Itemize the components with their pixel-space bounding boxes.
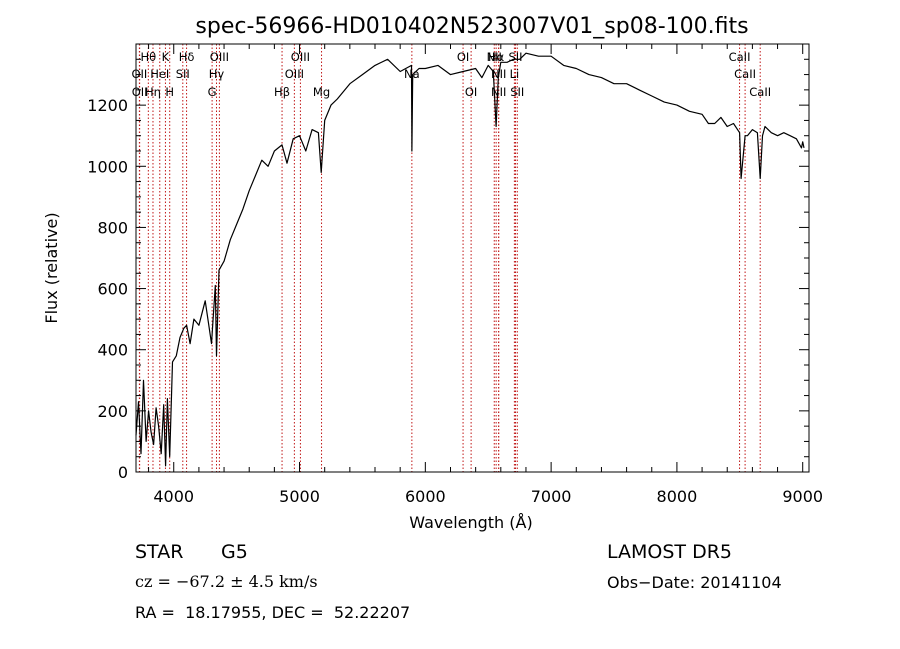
spectral-line-label: OIII — [210, 50, 229, 64]
x-tick-label: 5000 — [279, 487, 320, 506]
spectral-line-label: Mg — [313, 85, 330, 99]
spectral-line-label: Hα — [488, 50, 505, 64]
spectral-line-label: CaII — [734, 67, 756, 81]
sky-coordinates: RA = 18.17955, DEC = 52.22207 — [135, 603, 411, 622]
object-class: STAR — [135, 541, 184, 563]
spectral-line-label: Hβ — [274, 85, 290, 99]
spectral-line-label: OIII — [285, 67, 304, 81]
x-tick-label: 4000 — [153, 487, 194, 506]
x-tick-label: 6000 — [405, 487, 446, 506]
spectral-line-label: SII — [176, 67, 190, 81]
x-tick-label: 7000 — [531, 487, 572, 506]
survey-name: LAMOST DR5 — [607, 541, 732, 563]
spectral-line-label: NII — [491, 85, 506, 99]
spectral-line-label: NII — [487, 50, 502, 64]
spectral-line-label: OI — [465, 85, 477, 99]
series-layer — [135, 52, 805, 467]
spectrum-series-line — [135, 52, 805, 467]
spectral-line-label: Hθ — [140, 50, 156, 64]
spectral-line-label: OI — [457, 50, 469, 64]
x-axis-label: Wavelength (Å) — [409, 513, 532, 532]
spectral-line-label: CaII — [749, 85, 771, 99]
observation-date: Obs−Date: 20141104 — [607, 573, 782, 592]
y-tick-label: 400 — [97, 341, 128, 360]
spectral-line-label: Hγ — [209, 67, 225, 81]
spectral-line-label: OIII — [291, 50, 310, 64]
y-tick-label: 200 — [97, 402, 128, 421]
y-tick-label: 1200 — [87, 96, 128, 115]
spectral-line-markers — [138, 44, 761, 472]
plot-frame — [135, 43, 810, 473]
spectral-line-label: K — [162, 50, 170, 64]
spectral-line-label: CaII — [729, 50, 751, 64]
spectral-line-label: Li — [510, 67, 520, 81]
y-axis-label: Flux (relative) — [42, 212, 61, 323]
redshift-velocity: cz = −67.2 ± 4.5 km/s — [135, 572, 318, 591]
spectral-line-label: G — [208, 85, 217, 99]
y-tick-label: 800 — [97, 218, 128, 237]
spectral-line-label: OII — [131, 67, 147, 81]
y-tick-label: 600 — [97, 280, 128, 299]
spectral-line-label: Hδ — [179, 50, 195, 64]
object-subclass: G5 — [221, 541, 248, 563]
spectral-line-label: Hη — [145, 85, 161, 99]
spectral-line-label: SII — [508, 50, 522, 64]
y-tick-label: 1000 — [87, 157, 128, 176]
x-tick-label: 8000 — [657, 487, 698, 506]
y-tick-label: 0 — [118, 463, 128, 482]
spectral-line-label: HeI — [150, 67, 169, 81]
spectral-line-label: SII — [510, 85, 524, 99]
chart-title: spec-56966-HD010402N523007V01_sp08-100.f… — [195, 14, 748, 39]
x-axis-ticks: 4000 5000 6000 7000 8000 9000 — [148, 44, 823, 506]
y-axis-ticks: 0 200 400 600 800 1000 1200 — [87, 58, 809, 482]
spectral-line-label: H — [165, 85, 174, 99]
x-tick-label: 9000 — [782, 487, 823, 506]
